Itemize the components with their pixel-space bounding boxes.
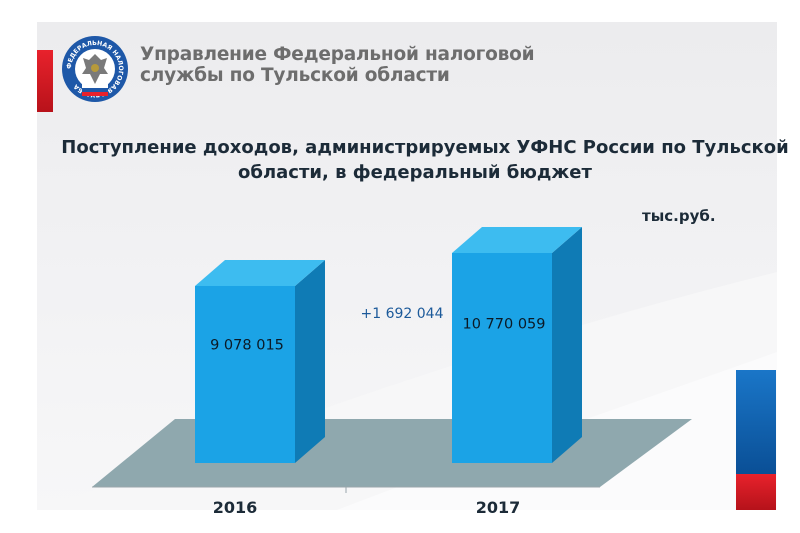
bar-side xyxy=(295,259,325,463)
bar-side xyxy=(552,227,582,463)
unit-label: тыс.руб. xyxy=(642,207,716,225)
chart-floor xyxy=(92,419,692,487)
bar-2016: 9 078 015 xyxy=(195,259,325,463)
bar-top xyxy=(195,259,325,286)
org-name-line2: службы по Тульской области xyxy=(140,65,450,86)
bar-front xyxy=(195,285,295,463)
bar-value-label: 10 770 059 xyxy=(462,317,545,333)
difference-annotation: +1 692 044 xyxy=(361,306,444,322)
bar-front xyxy=(452,253,552,463)
right-red-accent xyxy=(736,474,776,510)
org-name-line1: Управление Федеральной налоговой xyxy=(140,44,535,65)
chart-title-line1: Поступление доходов, администрируемых УФ… xyxy=(61,137,789,158)
x-tick-label: 2017 xyxy=(476,498,521,517)
bar-value-label: 9 078 015 xyxy=(210,338,284,354)
fns-emblem-icon: ФЕДЕРАЛЬНАЯ НАЛОГОВАЯ СЛУЖБА xyxy=(62,36,128,102)
chart-title-line2: области, в федеральный бюджет xyxy=(238,162,592,183)
bar-2017: 10 770 059 xyxy=(452,227,582,463)
right-blue-accent xyxy=(736,370,776,474)
x-tick-label: 2016 xyxy=(213,498,258,517)
bar-top xyxy=(452,227,582,253)
left-red-accent xyxy=(37,50,53,112)
